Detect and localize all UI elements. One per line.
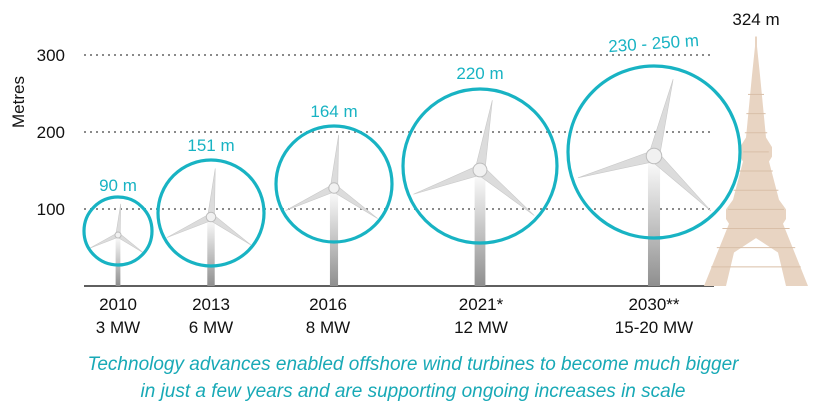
eiffel-tower: 324 m (704, 10, 808, 286)
eiffel-height-label: 324 m (732, 10, 779, 29)
turbine-hub (328, 182, 340, 194)
x-label-capacity: 12 MW (454, 318, 508, 337)
turbine-hub (114, 231, 122, 239)
x-label-capacity: 8 MW (306, 318, 350, 337)
turbine-blade (207, 168, 216, 218)
y-tick-labels: 100 200 300 (37, 46, 65, 219)
turbine-0: 90 m 2010 3 MW (82, 176, 154, 337)
y-tick-200: 200 (37, 123, 65, 142)
x-label-year: 2021* (459, 295, 504, 314)
turbine-2: 164 m 2016 8 MW (274, 102, 394, 337)
turbine-blade (285, 184, 336, 211)
x-label-year: 2030** (628, 295, 679, 314)
turbine-blade (648, 79, 674, 158)
turbine-3: 220 m 2021* 12 MW (401, 64, 559, 337)
turbines: 90 m 2010 3 MW 151 m 2013 6 MW 164 m 2016 8 MW 22… (82, 31, 742, 337)
gridlines (84, 54, 714, 210)
rotor-diameter-circle (566, 64, 742, 240)
diameter-label: 151 m (187, 136, 234, 155)
y-tick-300: 300 (37, 46, 65, 65)
turbine-hub (472, 162, 488, 178)
turbine-hub (205, 211, 217, 223)
y-axis-label: Metres (9, 76, 28, 128)
turbine-tower (647, 156, 661, 286)
turbine-blade (166, 213, 213, 238)
turbine-tower (329, 188, 339, 286)
y-tick-100: 100 (37, 200, 65, 219)
x-label-capacity: 6 MW (189, 318, 233, 337)
x-label-year: 2010 (99, 295, 137, 314)
turbine-tower (474, 170, 486, 286)
rotor-diameter-circle (156, 158, 266, 268)
x-label-year: 2013 (192, 295, 230, 314)
turbine-blade (115, 203, 122, 236)
turbine-4: 230 - 250 m 2030** 15-20 MW (566, 31, 742, 337)
rotor-diameter-circle (82, 195, 154, 267)
turbine-blade (577, 150, 656, 179)
caption-line-1: Technology advances enabled offshore win… (87, 354, 739, 375)
turbine-blade (474, 100, 493, 172)
diameter-label: 164 m (310, 102, 357, 121)
diameter-label: 90 m (99, 176, 137, 195)
turbine-1: 151 m 2013 6 MW (156, 136, 266, 337)
turbine-blade (413, 164, 483, 195)
eiffel-body (704, 46, 808, 286)
turbine-hub (645, 147, 663, 165)
caption-line-2: in just a few years and are supporting o… (140, 381, 686, 402)
x-label-capacity: 15-20 MW (615, 318, 693, 337)
turbine-tower (207, 217, 215, 286)
diameter-label: 220 m (456, 64, 503, 83)
rotor-diameter-circle (274, 124, 394, 244)
turbine-tower (115, 235, 121, 286)
x-label-capacity: 3 MW (96, 318, 140, 337)
diameter-label: 230 - 250 m (608, 31, 700, 56)
rotor-diameter-circle (401, 87, 559, 245)
turbine-blade (329, 134, 339, 189)
turbine-size-chart: Metres 100 200 300 324 m 90 m 2010 3 MW 151 m… (9, 10, 808, 337)
x-label-year: 2016 (309, 295, 347, 314)
